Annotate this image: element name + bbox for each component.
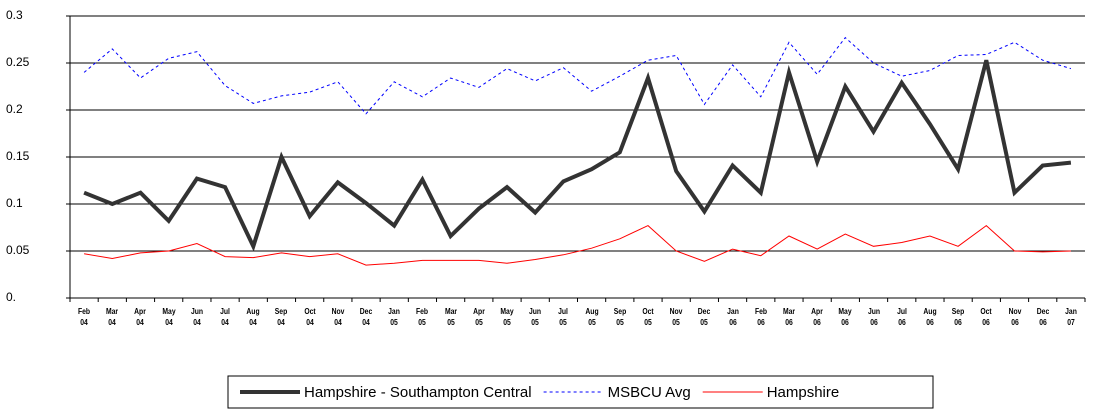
x-tick-label: Jan 07 <box>1065 307 1077 327</box>
x-tick-label: Nov 05 <box>669 307 683 327</box>
x-tick-label: Mar 05 <box>444 307 457 327</box>
y-tick-label: 0. <box>6 290 16 304</box>
x-tick-label: Jul 06 <box>896 307 907 327</box>
x-tick-label: Dec 05 <box>698 307 711 327</box>
series-line <box>84 224 1071 266</box>
x-tick-label: Oct 05 <box>642 307 654 327</box>
series-line <box>83 36 1072 115</box>
x-tick-label: Feb 06 <box>754 307 767 327</box>
x-tick-label: Jun 05 <box>529 307 542 327</box>
y-tick-label: 0.3 <box>6 8 23 22</box>
x-tick-label: Sep 04 <box>275 307 288 327</box>
x-tick-label: Jul 05 <box>558 307 569 327</box>
x-tick-label: Jun 04 <box>190 307 203 327</box>
x-tick-label: Aug 04 <box>246 307 260 327</box>
x-tick-label: Sep 06 <box>951 307 965 327</box>
legend-label: Hampshire - Southampton Central <box>304 384 532 401</box>
x-tick-label: Aug 06 <box>923 307 937 327</box>
x-tick-label: Jan 05 <box>388 307 401 327</box>
legend-label: MSBCU Avg <box>608 384 691 401</box>
x-tick-label: Dec 06 <box>1036 307 1049 327</box>
x-tick-label: May 04 <box>162 307 176 327</box>
series-line <box>83 59 1072 252</box>
x-tick-label: Oct 06 <box>980 307 992 327</box>
x-tick-label: Sep 05 <box>613 307 627 327</box>
x-tick-label: Nov 06 <box>1008 307 1021 327</box>
legend-label: Hampshire <box>767 384 840 401</box>
x-tick-label: May 05 <box>500 307 514 327</box>
x-tick-label: Apr 06 <box>811 307 823 327</box>
x-tick-label: May 06 <box>838 307 852 327</box>
y-tick-label: 0.05 <box>6 243 30 257</box>
legend: Hampshire - Southampton Central MSBCU Avg… <box>227 375 934 409</box>
x-tick-label: Jan 06 <box>726 307 739 327</box>
x-tick-label: Mar 04 <box>106 307 119 327</box>
x-tick-label: Nov 04 <box>331 307 345 327</box>
x-tick-label: Jun 06 <box>867 307 880 327</box>
x-tick-label: Aug 05 <box>584 307 599 327</box>
x-tick-label: Dec 04 <box>359 307 373 327</box>
y-tick-label: 0.15 <box>6 149 30 163</box>
x-tick-label: Apr 05 <box>472 307 485 327</box>
x-tick-label: Apr 04 <box>134 307 147 327</box>
y-tick-label: 0.25 <box>6 55 30 69</box>
x-tick-label: Oct 04 <box>303 307 316 327</box>
y-tick-label: 0.2 <box>6 102 23 116</box>
x-tick-label: Mar 06 <box>782 307 795 327</box>
x-tick-label: Feb 05 <box>416 307 429 327</box>
x-tick-label: Jul 04 <box>220 307 230 327</box>
y-tick-label: 0.1 <box>6 196 23 210</box>
x-tick-label: Feb 04 <box>78 307 91 327</box>
